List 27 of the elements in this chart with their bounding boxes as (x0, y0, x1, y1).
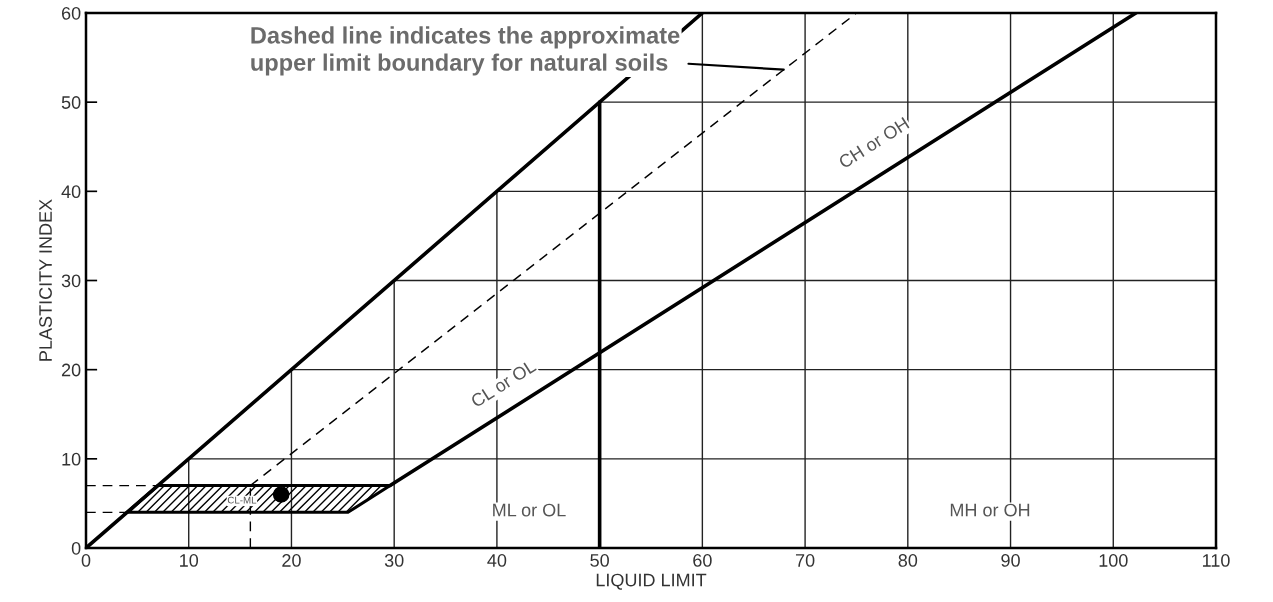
annotation: CL-ML (227, 496, 257, 504)
annotation: CH or OH (837, 116, 910, 169)
x-tick-label: 50 (590, 554, 609, 567)
x-tick-label: 40 (487, 554, 507, 567)
y-tick-label: 60 (61, 6, 81, 20)
y-tick-label: 50 (61, 96, 81, 109)
y-tick-label: 0 (71, 541, 81, 555)
x-tick-label: 0 (81, 554, 91, 567)
x-tick-label: 70 (795, 554, 815, 567)
x-axis-title: LIQUID LIMIT (596, 573, 707, 590)
y-tick-label: 10 (62, 452, 81, 466)
y-tick-label: 40 (61, 185, 81, 199)
annotation: ML or OL (493, 503, 566, 517)
x-tick-label: 90 (1001, 554, 1020, 567)
x-tick-label: 10 (180, 554, 199, 567)
y-tick-label: 20 (61, 363, 81, 377)
annotation: CL or OL (469, 359, 537, 408)
x-tick-label: 30 (384, 554, 404, 567)
x-tick-label: 20 (282, 554, 301, 567)
x-tick-label: 100 (1099, 554, 1128, 567)
x-tick-label: 60 (693, 554, 712, 567)
annotation: MH or OH (950, 503, 1030, 517)
x-tick-label: 110 (1202, 554, 1230, 567)
y-axis-title: PLASTICITY INDEX (39, 199, 52, 361)
annotation: Dashed line indicates the approximate upper limit boundary for natural soils (251, 26, 680, 76)
y-tick-label: 30 (61, 274, 81, 288)
x-tick-label: 80 (898, 554, 918, 567)
